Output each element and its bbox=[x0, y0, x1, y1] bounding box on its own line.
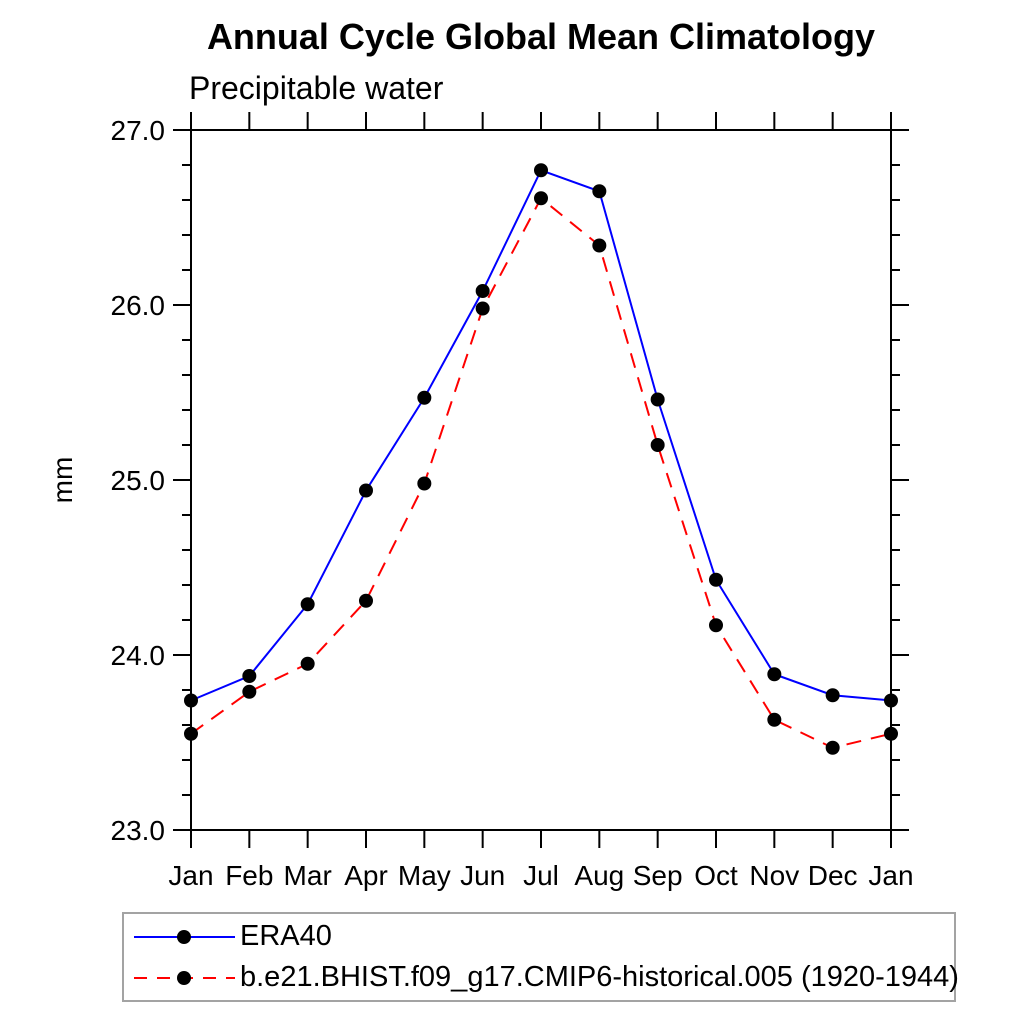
data-point-marker-0 bbox=[475, 284, 490, 298]
x-tick-label: May bbox=[398, 860, 451, 891]
data-point-marker-1 bbox=[417, 476, 432, 491]
data-point-marker-1 bbox=[650, 438, 665, 452]
data-point-marker-1 bbox=[300, 656, 315, 671]
data-point-marker-1 bbox=[184, 726, 198, 741]
data-point-marker-0 bbox=[417, 390, 432, 405]
series-line-0 bbox=[190, 169, 892, 702]
legend-item-model: b.e21.BHIST.f09_g17.CMIP6-historical.005… bbox=[134, 957, 959, 998]
data-point-marker-1 bbox=[359, 593, 373, 608]
x-tick-label: Sep bbox=[633, 860, 683, 891]
data-point-marker-0 bbox=[184, 693, 198, 708]
x-tick-label: Nov bbox=[749, 860, 799, 891]
legend-label-model: b.e21.BHIST.f09_g17.CMIP6-historical.005… bbox=[240, 961, 959, 993]
x-tick-label: Dec bbox=[808, 860, 858, 891]
x-tick-label: Jul bbox=[523, 860, 559, 891]
data-point-marker-0 bbox=[592, 184, 607, 199]
legend-box: ERA40 b.e21.BHIST.f09_g17.CMIP6-historic… bbox=[122, 912, 959, 1002]
data-point-marker-1 bbox=[592, 238, 607, 253]
x-tick-label: Mar bbox=[284, 860, 332, 891]
y-tick-label: 27.0 bbox=[111, 115, 166, 146]
chart-subtitle: Precipitable water bbox=[189, 70, 444, 106]
data-point-marker-1 bbox=[475, 301, 490, 316]
x-tick-label: Apr bbox=[344, 860, 388, 891]
chart-title: Annual Cycle Global Mean Climatology bbox=[206, 16, 876, 57]
x-tick-label: Aug bbox=[574, 860, 624, 891]
x-tick-label: Jan bbox=[868, 860, 913, 891]
data-point-marker-0 bbox=[650, 392, 665, 407]
data-point-marker-1 bbox=[242, 684, 257, 699]
series-line-1 bbox=[190, 196, 892, 749]
y-tick-label: 25.0 bbox=[111, 465, 166, 496]
y-axis-title: mm bbox=[47, 457, 78, 504]
x-tick-label: Jun bbox=[460, 860, 505, 891]
data-point-marker-0 bbox=[825, 688, 840, 703]
data-point-marker-1 bbox=[825, 740, 840, 755]
data-point-marker-0 bbox=[884, 693, 898, 708]
data-point-marker-0 bbox=[709, 572, 723, 587]
x-tick-label: Jan bbox=[168, 860, 213, 891]
data-point-marker-0 bbox=[534, 163, 548, 178]
legend-label-era40: ERA40 bbox=[240, 920, 332, 952]
data-point-marker-0 bbox=[242, 669, 257, 683]
y-tick-label: 23.0 bbox=[111, 815, 166, 846]
data-point-marker-0 bbox=[359, 483, 373, 498]
data-point-marker-0 bbox=[300, 597, 315, 612]
y-tick-label: 24.0 bbox=[111, 640, 166, 671]
x-tick-label: Feb bbox=[225, 860, 273, 891]
legend-marker-dot bbox=[177, 929, 191, 944]
legend-key-era40 bbox=[134, 929, 235, 945]
data-point-marker-1 bbox=[767, 712, 782, 727]
data-point-marker-0 bbox=[767, 667, 782, 682]
x-tick-label: Oct bbox=[694, 860, 738, 891]
legend-item-era40: ERA40 bbox=[134, 916, 954, 957]
data-point-marker-1 bbox=[884, 726, 898, 741]
data-point-marker-1 bbox=[534, 191, 548, 206]
data-point-marker-1 bbox=[709, 618, 723, 633]
legend-marker-dot bbox=[177, 970, 191, 985]
y-tick-label: 26.0 bbox=[111, 290, 166, 321]
legend-key-model bbox=[134, 970, 235, 986]
